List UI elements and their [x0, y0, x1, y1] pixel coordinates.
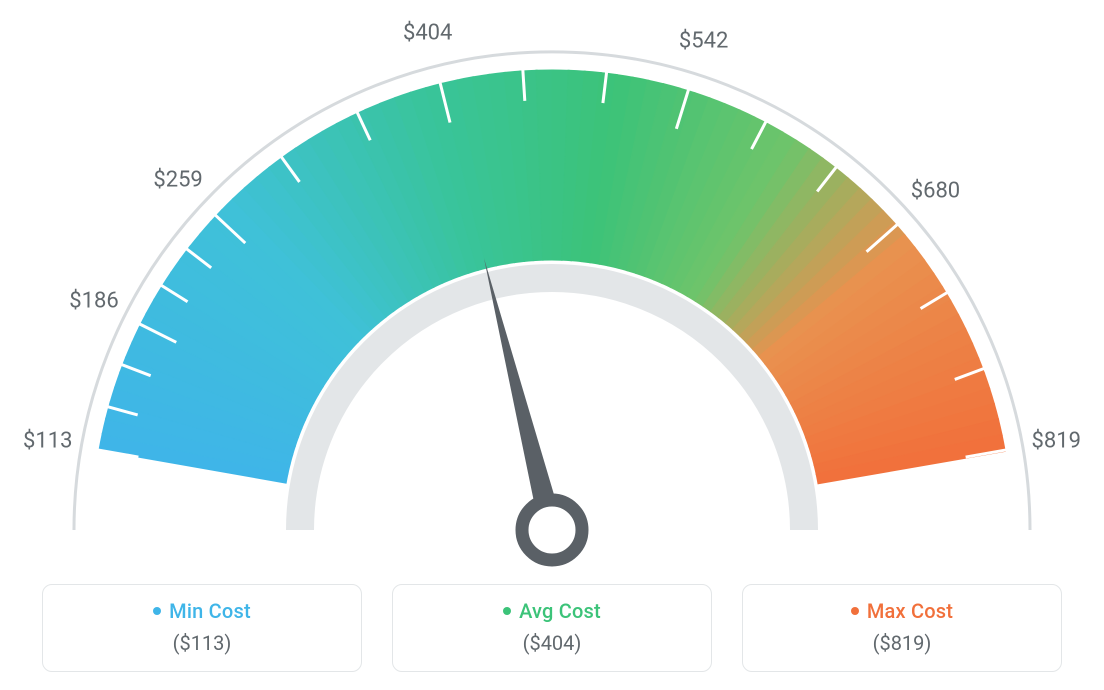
legend-dot-icon	[503, 607, 511, 615]
legend-dot-icon	[153, 607, 161, 615]
legend-value-text: ($819)	[743, 631, 1061, 655]
gauge-tick-label: $542	[679, 28, 728, 53]
legend-card: Max Cost ($819)	[742, 584, 1062, 672]
legend-label-text: Min Cost	[169, 599, 251, 623]
gauge-tick-label: $113	[23, 429, 72, 454]
legend-row: Min Cost ($113) Avg Cost ($404) Max Cost ($81…	[0, 584, 1104, 672]
legend-card-title: Min Cost	[43, 599, 361, 623]
gauge-tick-label: $259	[153, 168, 202, 193]
legend-card: Min Cost ($113)	[42, 584, 362, 672]
gauge-tick-label: $680	[911, 178, 960, 203]
gauge-needle-hub	[522, 500, 582, 560]
legend-value-text: ($113)	[43, 631, 361, 655]
gauge-tick-label: $186	[69, 289, 118, 314]
gauge-tick-label: $404	[403, 21, 452, 46]
legend-dot-icon	[851, 607, 859, 615]
legend-label-text: Avg Cost	[519, 599, 601, 623]
legend-value-text: ($404)	[393, 631, 711, 655]
gauge-tick-label: $819	[1031, 429, 1080, 454]
legend-card: Avg Cost ($404)	[392, 584, 712, 672]
legend-label-text: Max Cost	[867, 599, 953, 623]
legend-card-title: Max Cost	[743, 599, 1061, 623]
gauge-svg	[0, 0, 1104, 570]
legend-card-title: Avg Cost	[393, 599, 711, 623]
gauge-needle	[484, 258, 564, 533]
gauge-chart: $113 $186 $259 $404 $542 $680 $819	[0, 0, 1104, 570]
